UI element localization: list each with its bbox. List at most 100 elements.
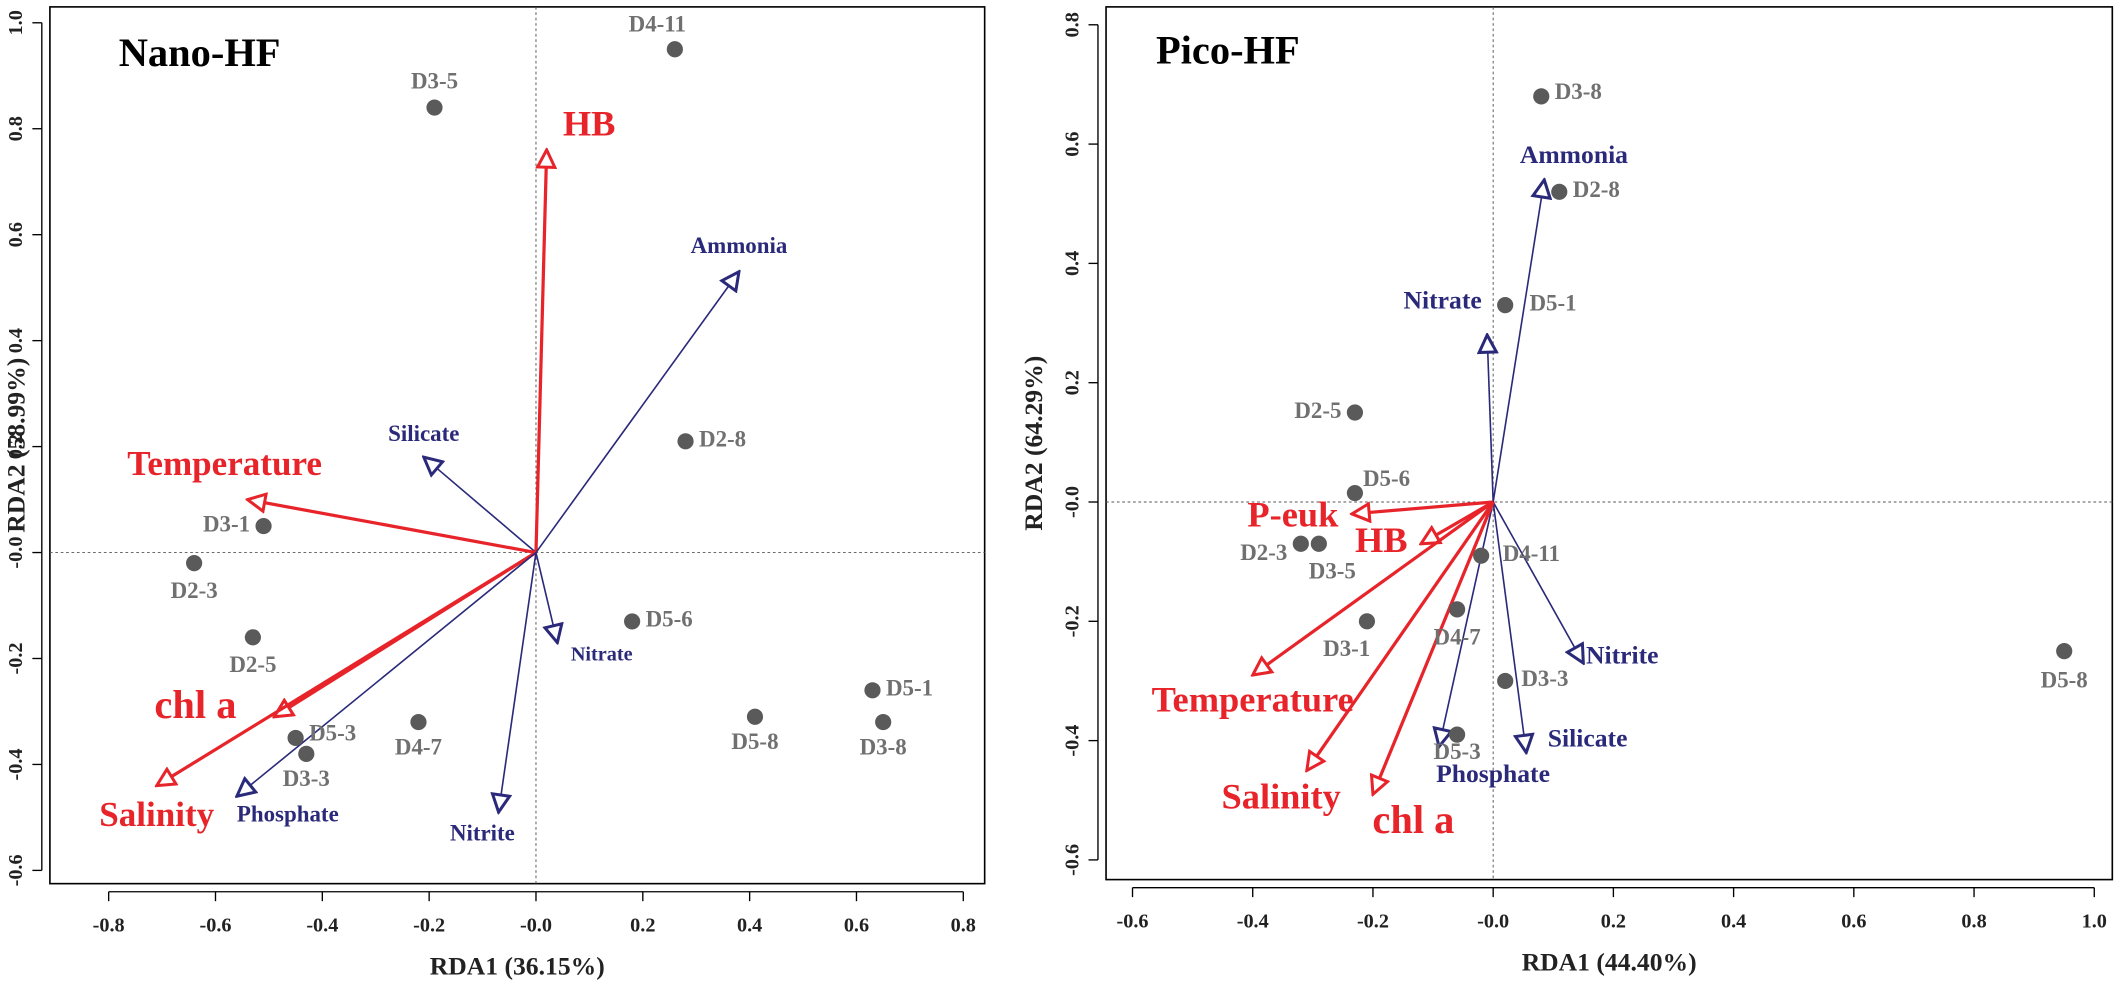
arrow-label: Ammonia <box>691 233 788 258</box>
point-label: D4-11 <box>1503 541 1560 566</box>
point-label: D2-5 <box>229 652 276 677</box>
arrow-label: Nitrate <box>571 644 633 666</box>
y-axis-title: RDA2 (64.29%) <box>1019 356 1048 531</box>
loading-arrow <box>1439 501 1494 747</box>
x-tick-label: 0.2 <box>1601 910 1626 932</box>
x-tick-label: -0.2 <box>1357 910 1389 932</box>
y-tick-label: -0.4 <box>5 748 27 780</box>
sample-point <box>1310 535 1327 552</box>
sample-point <box>186 555 203 572</box>
y-tick-label: -0.0 <box>5 537 27 569</box>
sample-point <box>746 708 764 725</box>
sample-point <box>1346 484 1364 502</box>
y-tick-label: -0.6 <box>1061 844 1083 876</box>
x-tick-label: -0.4 <box>306 914 338 936</box>
sample-point <box>1346 404 1364 421</box>
x-tick-label: 0.2 <box>630 914 655 936</box>
arrow-label: chl a <box>154 682 236 727</box>
chart-title: Pico-HF <box>1156 27 1300 72</box>
point-label: D2-3 <box>171 578 218 603</box>
loading-arrow <box>1352 500 1494 514</box>
sample-point <box>1497 297 1514 314</box>
x-tick-label: -0.0 <box>1477 910 1509 932</box>
sample-point <box>1551 183 1568 200</box>
point-label: D5-3 <box>1434 739 1481 764</box>
point-label: D5-6 <box>646 607 693 632</box>
sample-point <box>875 713 892 731</box>
y-tick-label: -0.2 <box>5 642 27 674</box>
arrow-label: Phosphate <box>237 802 339 827</box>
arrow-label: Silicate <box>388 421 459 446</box>
sample-point <box>677 433 694 450</box>
point-label: D3-8 <box>860 734 907 759</box>
x-tick-label: 0.4 <box>737 914 762 936</box>
y-tick-label: 0.2 <box>5 434 27 459</box>
sample-point <box>1473 547 1490 564</box>
point-label: D2-3 <box>1240 540 1287 565</box>
point-label: D3-5 <box>411 69 458 94</box>
sample-point <box>287 729 304 747</box>
arrow-label: Salinity <box>99 795 214 834</box>
sample-point <box>864 682 881 699</box>
arrow-label: Temperature <box>127 444 322 483</box>
chart-title: Nano-HF <box>119 30 281 75</box>
sample-point <box>624 613 641 630</box>
arrow-label: HB <box>1355 520 1408 560</box>
arrow-label: chl a <box>1372 797 1454 842</box>
plot-frame <box>49 6 986 885</box>
sample-point <box>298 745 315 762</box>
arrow-label: P-euk <box>1247 494 1339 534</box>
arrow-label: HB <box>563 103 616 143</box>
arrow-label: Salinity <box>1222 776 1341 816</box>
loading-arrow <box>1492 180 1544 503</box>
loading-arrow <box>1492 501 1583 663</box>
x-axis-title: RDA1 (36.15%) <box>430 951 605 980</box>
loading-arrow <box>1492 501 1526 753</box>
point-label: D3-3 <box>1521 666 1568 691</box>
arrow-label: Nitrate <box>1404 285 1482 314</box>
loading-arrow <box>1373 501 1495 794</box>
point-label: D4-7 <box>395 734 442 759</box>
y-tick-label: -0.6 <box>5 854 27 886</box>
x-tick-label: -0.8 <box>93 914 125 936</box>
x-tick-label: 0.6 <box>1841 910 1866 932</box>
y-axis-title: RDA2 (58.99%) <box>2 358 31 533</box>
point-label: D2-5 <box>1294 398 1341 423</box>
x-tick-label: -0.2 <box>413 914 445 936</box>
x-tick-label: 1.0 <box>2082 910 2107 932</box>
arrow-label: Nitrite <box>1586 641 1659 670</box>
sample-point <box>666 41 683 58</box>
point-label: D5-6 <box>1363 466 1410 491</box>
y-tick-label: -0.0 <box>1061 486 1083 518</box>
y-tick-label: 0.6 <box>5 222 27 247</box>
x-tick-label: -0.0 <box>520 914 552 936</box>
arrow-label: Phosphate <box>1436 759 1550 788</box>
point-label: D4-7 <box>1434 624 1481 649</box>
loading-arrow <box>535 272 739 554</box>
loading-arrow <box>1253 500 1495 675</box>
loading-arrow <box>248 500 537 555</box>
x-tick-label: -0.6 <box>1116 910 1148 932</box>
point-label: D5-3 <box>309 721 356 746</box>
point-label: D2-8 <box>1573 177 1620 202</box>
sample-point <box>2056 643 2073 660</box>
y-tick-label: 0.2 <box>1061 370 1083 395</box>
x-tick-label: 0.6 <box>844 914 869 936</box>
point-label: D5-8 <box>2041 667 2088 692</box>
point-label: D3-1 <box>1323 636 1370 661</box>
loading-arrow <box>237 551 537 797</box>
loading-arrow <box>424 457 537 554</box>
y-tick-label: 0.6 <box>1061 131 1083 156</box>
arrow-label: Nitrite <box>450 820 515 845</box>
sample-point <box>1358 613 1376 630</box>
point-label: D4-11 <box>629 12 686 37</box>
y-tick-label: 0.8 <box>5 116 27 141</box>
y-tick-label: -0.2 <box>1061 605 1083 637</box>
sample-point <box>1292 535 1309 552</box>
point-label: D3-5 <box>1309 559 1356 584</box>
sample-point <box>1449 601 1466 618</box>
loading-arrow <box>157 551 537 786</box>
sample-point <box>1533 88 1550 105</box>
